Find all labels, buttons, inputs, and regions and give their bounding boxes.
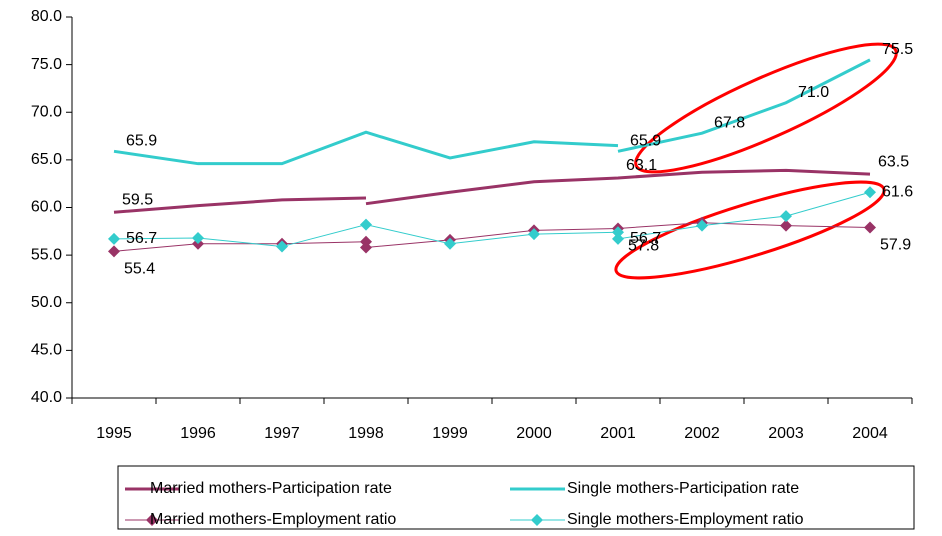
x-tick-label: 2004 [852,425,888,442]
marker [864,221,876,234]
marker [780,219,792,232]
x-tick-label: 1999 [432,425,468,442]
y-tick-label: 65.0 [31,151,62,168]
y-tick-label: 80.0 [31,8,62,25]
marker [108,232,120,245]
highlight-ellipse [634,42,898,174]
x-tick-label: 1995 [96,425,132,442]
marker [192,231,204,244]
legend-marker [146,514,158,526]
data-label: 65.9 [126,133,157,150]
legend-label: Married mothers-Participation rate [150,480,392,497]
marker [108,245,120,258]
marker [612,226,624,239]
y-tick-label: 45.0 [31,342,62,359]
x-tick-label: 2003 [768,425,804,442]
marker [360,241,372,254]
data-label: 55.4 [124,261,155,278]
x-tick-label: 2000 [516,425,552,442]
marker [612,232,624,245]
data-label: 63.5 [878,153,909,170]
legend-box [117,465,915,530]
data-label: 65.9 [630,133,661,150]
y-tick-label: 75.0 [31,56,62,73]
marker [864,186,876,199]
data-label: 59.5 [122,191,153,208]
legend-label: Single mothers-Employment ratio [567,511,804,528]
marker [444,237,456,250]
y-tick-label: 60.0 [31,199,62,216]
data-label: 57.8 [628,238,659,255]
y-tick-label: 40.0 [31,389,62,406]
data-label: 75.5 [882,41,913,58]
y-tick-label: 55.0 [31,246,62,263]
legend-label: Married mothers-Employment ratio [150,511,396,528]
marker [528,228,540,241]
series-line [113,58,871,166]
data-label: 57.9 [880,237,911,254]
series-line [113,222,871,252]
series-line [113,168,871,214]
data-label: 63.1 [626,157,657,174]
data-label: 67.8 [714,114,745,131]
y-tick-label: 70.0 [31,103,62,120]
legend-label: Single mothers-Participation rate [567,480,799,497]
x-tick-label: 2002 [684,425,720,442]
data-label: 61.6 [882,183,913,200]
legend-marker [531,514,543,526]
marker [276,240,288,253]
x-tick-label: 1996 [180,425,216,442]
highlight-ellipse [614,180,886,280]
marker [360,218,372,231]
y-tick-label: 50.0 [31,294,62,311]
marker [780,210,792,223]
x-tick-label: 2001 [600,425,636,442]
data-label: 56.7 [126,230,157,247]
data-label: 56.7 [630,230,661,247]
x-tick-label: 1997 [264,425,300,442]
x-tick-label: 1998 [348,425,384,442]
data-label: 71.0 [798,84,829,101]
marker [696,219,708,232]
